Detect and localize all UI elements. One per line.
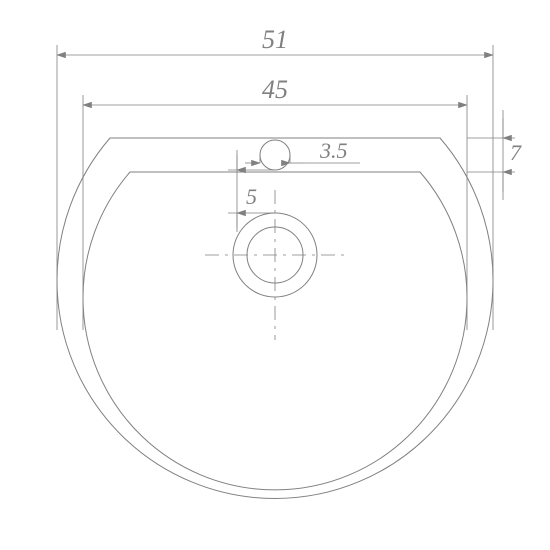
dim-51-label: 51 bbox=[262, 25, 288, 54]
faucet-hole bbox=[260, 140, 290, 170]
dim-7-label: 7 bbox=[510, 140, 522, 165]
dim-5-label: 5 bbox=[246, 184, 257, 209]
dim-3-5-label: 3.5 bbox=[319, 138, 348, 163]
dim-7 bbox=[467, 110, 515, 200]
drain-centerlines bbox=[205, 190, 345, 340]
technical-drawing: 51 45 3.5 7 5 bbox=[0, 0, 550, 550]
dim-45-label: 45 bbox=[262, 75, 288, 104]
